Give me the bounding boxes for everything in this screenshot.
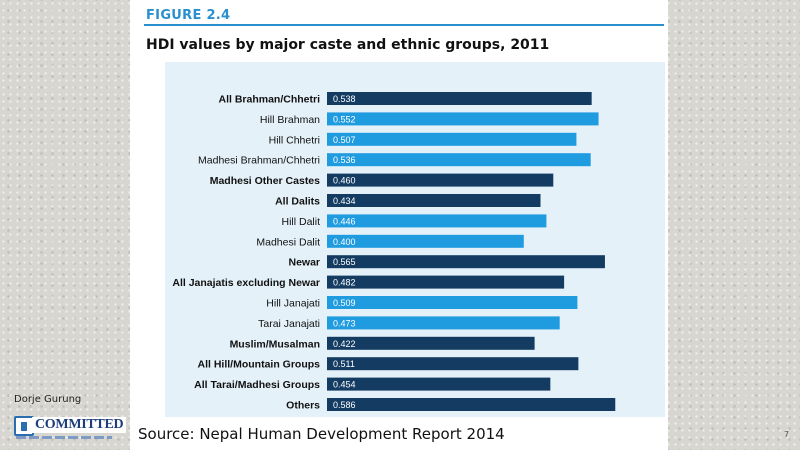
bar: [327, 255, 605, 269]
value-label: 0.454: [333, 380, 356, 390]
logo-text: COMMITTED: [32, 417, 127, 433]
chart-panel: All Brahman/Chhetri 0.538 Hill Brahman 0.55…: [165, 62, 665, 417]
category-label: All Brahman/Chhetri: [218, 94, 320, 106]
bar: [327, 173, 554, 187]
bar: [327, 234, 524, 248]
page-number: 7: [784, 430, 790, 439]
bar-chart: All Brahman/Chhetri 0.538 Hill Brahman 0.55…: [172, 92, 616, 412]
bar: [327, 357, 579, 371]
value-label: 0.446: [333, 216, 356, 226]
slide: FIGURE 2.4 HDI values by major caste and…: [130, 0, 668, 450]
figure-label: FIGURE 2.4: [146, 8, 231, 23]
category-label: Hill Dalit: [281, 216, 320, 228]
category-label: Newar: [288, 257, 320, 269]
value-label: 0.565: [333, 257, 356, 267]
bar: [327, 214, 547, 228]
category-label: Madhesi Dalit: [256, 236, 320, 248]
category-label: Madhesi Other Castes: [210, 175, 320, 187]
value-label: 0.434: [333, 196, 356, 206]
category-label: All Hill/Mountain Groups: [198, 359, 321, 371]
chart-title: HDI values by major caste and ethnic gro…: [146, 37, 550, 53]
value-label: 0.536: [333, 155, 356, 165]
value-label: 0.511: [333, 359, 355, 369]
value-label: 0.552: [333, 114, 356, 124]
category-label: Others: [286, 400, 320, 412]
value-label: 0.473: [333, 318, 356, 328]
author-name: Dorje Gurung: [14, 394, 82, 405]
category-label: Muslim/Musalman: [230, 338, 320, 350]
bar: [327, 92, 592, 105]
bar: [327, 316, 560, 330]
logo-mark-icon: [14, 416, 34, 436]
value-label: 0.507: [333, 135, 356, 145]
value-label: 0.586: [333, 400, 356, 410]
bar: [327, 377, 551, 391]
category-label: Tarai Janajati: [258, 318, 320, 330]
category-label: Hill Brahman: [260, 114, 320, 126]
value-label: 0.509: [333, 298, 356, 308]
bar: [327, 194, 541, 207]
bar: [327, 153, 591, 167]
value-label: 0.460: [333, 176, 356, 186]
bar: [327, 132, 577, 146]
category-label: All Tarai/Madhesi Groups: [194, 379, 320, 391]
category-label: All Janajatis excluding Newar: [172, 277, 320, 289]
bar: [327, 336, 535, 350]
figure-rule: [144, 24, 664, 26]
value-label: 0.482: [333, 278, 356, 288]
category-label: Hill Janajati: [266, 298, 320, 310]
category-label: All Dalits: [275, 196, 320, 208]
bar: [327, 398, 616, 411]
category-label: Madhesi Brahman/Chhetri: [198, 155, 320, 167]
bar: [327, 112, 599, 126]
value-label: 0.400: [333, 237, 356, 247]
bar: [327, 275, 565, 289]
value-label: 0.538: [333, 94, 356, 104]
logo-tagline-decoration: [16, 436, 112, 439]
value-label: 0.422: [333, 339, 356, 349]
bar: [327, 296, 578, 309]
source-note: Source: Nepal Human Development Report 2…: [138, 425, 505, 443]
committed-logo: COMMITTED: [14, 414, 127, 440]
category-label: Hill Chhetri: [269, 134, 320, 146]
